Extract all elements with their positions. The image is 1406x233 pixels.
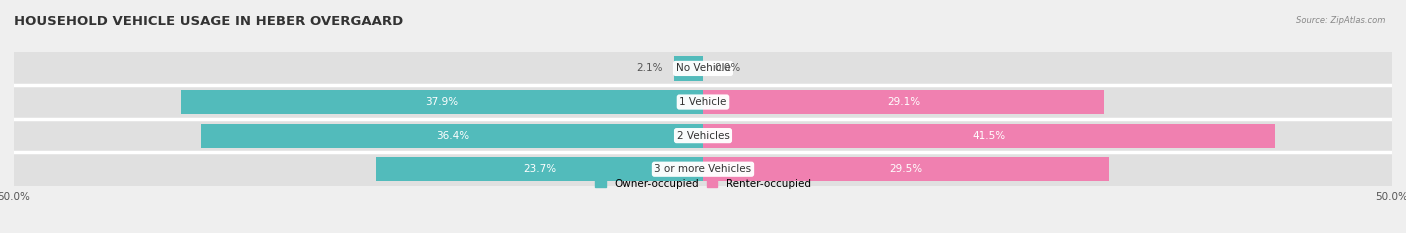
- Bar: [14, 119, 703, 152]
- Bar: [703, 157, 1109, 181]
- Text: 2 Vehicles: 2 Vehicles: [676, 131, 730, 141]
- Text: 37.9%: 37.9%: [426, 97, 458, 107]
- Text: HOUSEHOLD VEHICLE USAGE IN HEBER OVERGAARD: HOUSEHOLD VEHICLE USAGE IN HEBER OVERGAA…: [14, 15, 404, 28]
- Text: No Vehicle: No Vehicle: [675, 63, 731, 73]
- Text: 3 or more Vehicles: 3 or more Vehicles: [654, 164, 752, 174]
- Bar: [703, 152, 1392, 186]
- Bar: [181, 90, 703, 114]
- Text: 29.5%: 29.5%: [890, 164, 922, 174]
- Text: 29.1%: 29.1%: [887, 97, 920, 107]
- Text: 0.0%: 0.0%: [714, 63, 741, 73]
- Bar: [703, 52, 1392, 85]
- Bar: [14, 152, 703, 186]
- Bar: [201, 123, 703, 148]
- Text: 36.4%: 36.4%: [436, 131, 468, 141]
- Text: 2.1%: 2.1%: [637, 63, 664, 73]
- Text: Source: ZipAtlas.com: Source: ZipAtlas.com: [1295, 16, 1385, 25]
- Text: 1 Vehicle: 1 Vehicle: [679, 97, 727, 107]
- Text: 23.7%: 23.7%: [523, 164, 557, 174]
- Bar: [673, 56, 703, 81]
- Text: 41.5%: 41.5%: [973, 131, 1005, 141]
- Bar: [14, 85, 703, 119]
- Legend: Owner-occupied, Renter-occupied: Owner-occupied, Renter-occupied: [591, 175, 815, 193]
- Bar: [703, 90, 1104, 114]
- Bar: [703, 85, 1392, 119]
- Bar: [377, 157, 703, 181]
- Bar: [703, 123, 1275, 148]
- Bar: [14, 52, 703, 85]
- Bar: [703, 119, 1392, 152]
